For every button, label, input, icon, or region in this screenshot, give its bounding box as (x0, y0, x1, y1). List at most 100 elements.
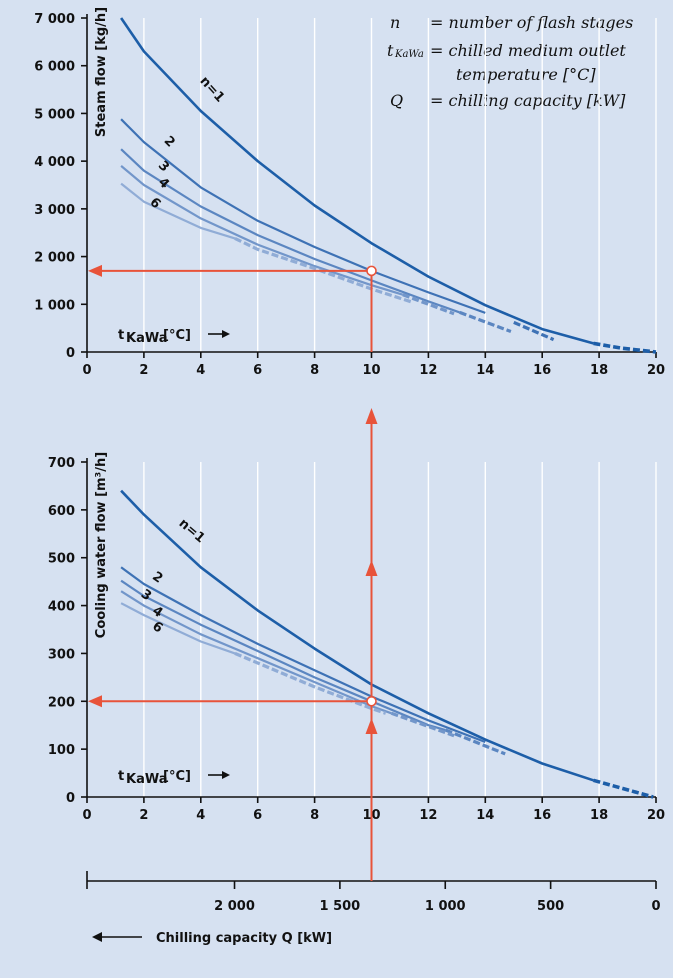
legend-text: = chilling capacity [kW] (430, 91, 626, 110)
x-tick-label: 0 (82, 363, 91, 378)
series-line-dashed (402, 293, 455, 316)
x-tick-label: 12 (419, 363, 437, 378)
capacity-tick-label: 0 (651, 899, 660, 914)
x-tick-label: 18 (590, 808, 608, 823)
capacity-tick-label: 1 500 (320, 899, 361, 914)
x-tick-label: 2 (139, 363, 148, 378)
x-tick-label: 20 (647, 363, 665, 378)
series-line-dashed (513, 320, 555, 342)
legend-symbol: t (387, 41, 394, 60)
y-tick-label: 600 (48, 504, 75, 519)
legend-text-cont: temperature [°C] (456, 65, 596, 84)
x-axis-title-main: t (118, 328, 124, 343)
x-tick-label: 4 (196, 363, 205, 378)
y-tick-label: 100 (48, 743, 75, 758)
y-tick-label: 500 (48, 552, 75, 567)
x-axis-title-unit: [°C] (163, 328, 191, 343)
capacity-title-arrowhead (92, 932, 102, 942)
series-line (120, 148, 461, 314)
series-label: 3 (138, 587, 154, 604)
series-n6: 6 (120, 602, 387, 715)
x-axis-title-unit: [°C] (163, 769, 191, 784)
capacity-axis: 2 000 1 500 1 000 500 0 Chilling capacity Q [… (86, 871, 661, 946)
legend-item-1: t KaWa = chilled medium outlet temperature … (387, 41, 626, 84)
x-tick-label: 18 (590, 363, 608, 378)
x-tick-label: 16 (533, 808, 551, 823)
x-axis-title-arrowhead (222, 330, 230, 338)
series-label: 3 (155, 158, 172, 175)
series-line (120, 182, 236, 240)
reading-marker-steam (366, 265, 377, 277)
x-axis-title-sub: KaWa (126, 331, 168, 346)
series-n2: 2 (120, 566, 486, 744)
y-tick-label: 0 (66, 791, 75, 806)
series-line (120, 602, 236, 655)
legend-item-2: Q = chilling capacity [kW] (390, 91, 626, 110)
x-tick-label: 6 (253, 808, 262, 823)
x-axis-title-arrowhead (222, 771, 230, 779)
series-label: n=1 (176, 516, 208, 546)
capacity-tick-label: 500 (537, 899, 564, 914)
legend-symbol: Q (390, 91, 403, 110)
series-line-dashed (459, 310, 512, 333)
capacity-title-text: Chilling capacity Q [kW] (156, 931, 332, 946)
x-axis-title: t KaWa[°C] (118, 328, 230, 346)
x-tick-label: 12 (419, 808, 437, 823)
y-tick-label: 5 000 (34, 107, 75, 122)
reading-example (88, 264, 378, 881)
x-axis-title-main: t (118, 769, 124, 784)
legend: n = number of flash stages t KaWa = chilled … (387, 13, 633, 110)
y-axis-title: Steam flow [kg/h] (94, 7, 109, 137)
x-tick-label: 2 (139, 808, 148, 823)
reading-arrowhead-top (365, 408, 378, 424)
y-tick-label: 300 (48, 647, 75, 662)
x-axis-title: t KaWa[°C] (118, 769, 230, 787)
series-line (120, 489, 594, 782)
legend-text: = chilled medium outlet (430, 41, 626, 60)
y-tick-label: 0 (66, 346, 75, 361)
legend-subscript: KaWa (394, 49, 424, 60)
y-axis-title: Cooling water flow [m³/h] (94, 452, 109, 638)
y-tick-label: 200 (48, 695, 75, 710)
x-tick-label: 8 (310, 363, 319, 378)
series-line (120, 118, 486, 314)
y-tick-label: 700 (48, 456, 75, 471)
series-label: 6 (149, 619, 165, 636)
series-label: 2 (149, 569, 165, 586)
capacity-axis-title: Chilling capacity Q [kW] (92, 931, 332, 946)
x-tick-label: 16 (533, 363, 551, 378)
series-line-dashed (592, 778, 654, 799)
series-line-dashed (390, 711, 455, 738)
x-tick-label: 14 (476, 363, 494, 378)
series-n3: 3 (120, 148, 512, 333)
legend-item-0: n = number of flash stages (390, 13, 633, 32)
legend-text: = number of flash stages (430, 13, 633, 32)
series-line-dashed (234, 236, 412, 304)
y-tick-label: 400 (48, 600, 75, 615)
legend-symbol: n (390, 13, 400, 32)
x-tick-label: 6 (253, 363, 262, 378)
reading-arrowhead-low (365, 718, 378, 734)
series-line-dashed (234, 651, 387, 715)
series-line (120, 566, 486, 744)
x-tick-label: 10 (362, 363, 380, 378)
y-tick-label: 4 000 (34, 155, 75, 170)
series-label: 4 (155, 175, 172, 192)
y-tick-label: 6 000 (34, 60, 75, 75)
reading-arrowhead-steam (88, 264, 102, 277)
y-tick-label: 3 000 (34, 203, 75, 218)
series-line (120, 579, 446, 732)
series-label: 2 (161, 133, 178, 150)
reading-arrowhead-cooling (88, 695, 102, 708)
panel-steam: 0 1 000 2 000 3 000 4 000 5 000 6 000 7 000 0 2 4 6… (34, 7, 665, 378)
x-tick-label: 8 (310, 808, 319, 823)
x-tick-label: 0 (82, 808, 91, 823)
reading-arrowhead-mid (365, 560, 378, 576)
x-axis-title-sub: KaWa (126, 772, 168, 787)
reading-marker-cooling (366, 695, 377, 707)
y-tick-label: 7 000 (34, 12, 75, 27)
capacity-tick-label: 1 000 (425, 899, 466, 914)
x-tick-label: 20 (647, 808, 665, 823)
